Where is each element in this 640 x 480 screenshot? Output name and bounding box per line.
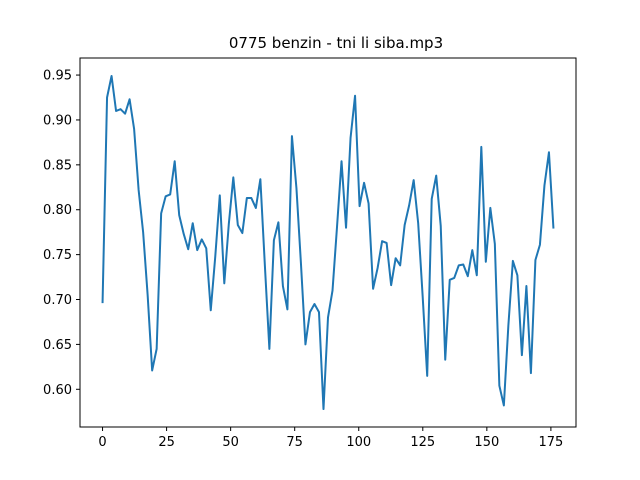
x-tick-label: 150 [474,435,499,450]
y-tick-label: 0.60 [43,383,72,398]
axes-frame [79,57,577,428]
x-tick-label: 50 [222,435,239,450]
x-tick-label: 0 [98,435,106,450]
y-tick-label: 0.80 [43,203,72,218]
y-tick-label: 0.95 [43,69,72,84]
series-line-0 [101,74,555,411]
y-tick-label: 0.65 [43,338,72,353]
x-axis: 0 25 50 75 100 125 150 175 [98,427,563,450]
plot-area [101,74,555,411]
y-tick-label: 0.75 [43,248,72,263]
chart-title: 0775 benzin - tni li siba.mp3 [229,34,443,52]
x-tick-label: 75 [286,435,303,450]
x-tick-label: 25 [158,435,175,450]
y-axis: 0.60 0.65 0.70 0.75 0.80 0.85 0.90 0.95 [43,69,80,398]
x-tick-label: 100 [346,435,371,450]
y-tick-label: 0.90 [43,113,72,128]
y-tick-label: 0.70 [43,293,72,308]
y-tick-label: 0.85 [43,158,72,173]
x-tick-label: 175 [538,435,563,450]
x-tick-label: 125 [410,435,435,450]
